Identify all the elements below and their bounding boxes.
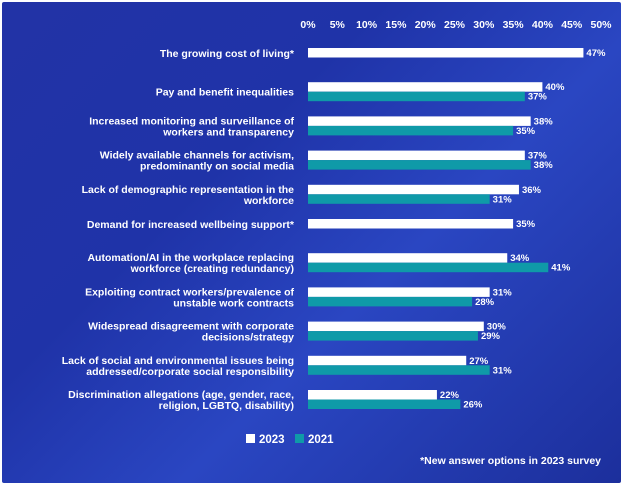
x-tick-label: 10% bbox=[356, 19, 378, 31]
data-label-2021: 35% bbox=[516, 126, 536, 137]
category-label: decisions/strategy bbox=[202, 332, 294, 344]
bar-2023 bbox=[308, 253, 508, 263]
bar-2021 bbox=[308, 262, 549, 273]
category-label: Lack of demographic representation in th… bbox=[82, 184, 295, 196]
category-label: Exploiting contract workers/prevalence o… bbox=[85, 286, 294, 298]
data-label-2021: 28% bbox=[475, 297, 495, 308]
category-label: Increased monitoring and surveillance of bbox=[89, 115, 294, 127]
data-label-2021: 41% bbox=[551, 263, 571, 274]
category-label: workers and transparency bbox=[162, 126, 294, 138]
data-label-2023: 36% bbox=[522, 185, 542, 196]
category-label: Pay and benefit inequalities bbox=[156, 87, 294, 99]
data-label-2023: 34% bbox=[510, 253, 530, 264]
data-label-2023: 38% bbox=[534, 116, 554, 127]
data-label-2023: 37% bbox=[528, 151, 548, 162]
bar-2023 bbox=[308, 82, 543, 92]
x-axis-ticks: 0% 5% 10% 15% 20% 25% 30% 35% 40% 45% 50% bbox=[300, 19, 612, 31]
category-label: religion, LGBTQ, disability) bbox=[159, 400, 294, 412]
data-labels: 47%40%37%38%35%37%38%36%31%35%34%41%31%2… bbox=[440, 48, 606, 411]
x-tick-label: 40% bbox=[532, 19, 554, 31]
bar-2021 bbox=[308, 296, 473, 307]
bar-2021 bbox=[308, 331, 478, 341]
x-tick-label: 0% bbox=[300, 19, 316, 31]
bar-2023 bbox=[308, 321, 484, 332]
category-label: Demand for increased wellbeing support* bbox=[87, 219, 295, 231]
data-label-2023: 22% bbox=[440, 390, 460, 401]
category-label: Widespread disagreement with corporate bbox=[88, 321, 294, 333]
category-label: Automation/AI in the workplace replacing bbox=[87, 252, 294, 264]
data-label-2021: 38% bbox=[534, 160, 554, 171]
legend-label-2023: 2023 bbox=[259, 434, 285, 446]
legend: 2023 2021 bbox=[246, 434, 334, 446]
category-labels: The growing cost of living* Pay and benef… bbox=[62, 48, 295, 412]
x-tick-label: 30% bbox=[473, 19, 495, 31]
data-label-2023: 47% bbox=[586, 48, 606, 59]
category-label: workforce (creating redundancy) bbox=[130, 263, 294, 275]
category-label: Widely available channels for activism, bbox=[100, 150, 294, 162]
data-label-2023: 35% bbox=[516, 219, 536, 230]
x-tick-label: 20% bbox=[415, 19, 437, 31]
legend-label-2021: 2021 bbox=[308, 434, 334, 446]
bar-2023 bbox=[308, 355, 467, 366]
bar-2021 bbox=[308, 365, 490, 375]
category-label: Lack of social and environmental issues … bbox=[62, 355, 294, 367]
category-label: The growing cost of living* bbox=[160, 48, 295, 60]
data-label-2023: 27% bbox=[469, 356, 489, 367]
legend-swatch-2023 bbox=[246, 434, 255, 443]
footnote: *New answer options in 2023 survey bbox=[420, 455, 601, 467]
bar-2023 bbox=[308, 390, 437, 400]
x-tick-label: 50% bbox=[590, 19, 612, 31]
bar-2023 bbox=[308, 116, 531, 126]
bar-2021 bbox=[308, 125, 514, 136]
bar-2021 bbox=[308, 160, 531, 170]
data-label-2021: 29% bbox=[481, 331, 501, 342]
bar-2021 bbox=[308, 91, 525, 102]
bar-2023 bbox=[308, 219, 514, 229]
legend-swatch-2021 bbox=[295, 434, 304, 443]
x-tick-label: 5% bbox=[330, 19, 346, 31]
category-label: unstable work contracts bbox=[173, 297, 294, 309]
x-tick-label: 15% bbox=[385, 19, 407, 31]
data-label-2023: 31% bbox=[493, 287, 513, 298]
data-label-2021: 31% bbox=[493, 194, 513, 205]
data-label-2021: 31% bbox=[493, 365, 513, 376]
bar-2021 bbox=[308, 399, 461, 409]
bar-2021 bbox=[308, 194, 490, 204]
x-tick-label: 35% bbox=[503, 19, 525, 31]
x-tick-label: 45% bbox=[561, 19, 583, 31]
bar-2023 bbox=[308, 184, 519, 195]
category-label: Discrimination allegations (age, gender,… bbox=[68, 389, 294, 401]
category-label: workforce bbox=[243, 195, 294, 207]
bar-2023 bbox=[308, 150, 525, 161]
data-label-2023: 40% bbox=[545, 82, 565, 93]
x-tick-label: 25% bbox=[444, 19, 466, 31]
data-label-2021: 26% bbox=[463, 400, 483, 411]
category-label: predominantly on social media bbox=[140, 161, 294, 173]
bars bbox=[308, 48, 584, 409]
data-label-2021: 37% bbox=[528, 92, 548, 103]
bar-2023 bbox=[308, 287, 490, 297]
category-label: addressed/corporate social responsibilit… bbox=[86, 366, 294, 378]
bar-2023 bbox=[308, 48, 584, 58]
data-label-2023: 30% bbox=[487, 322, 507, 333]
